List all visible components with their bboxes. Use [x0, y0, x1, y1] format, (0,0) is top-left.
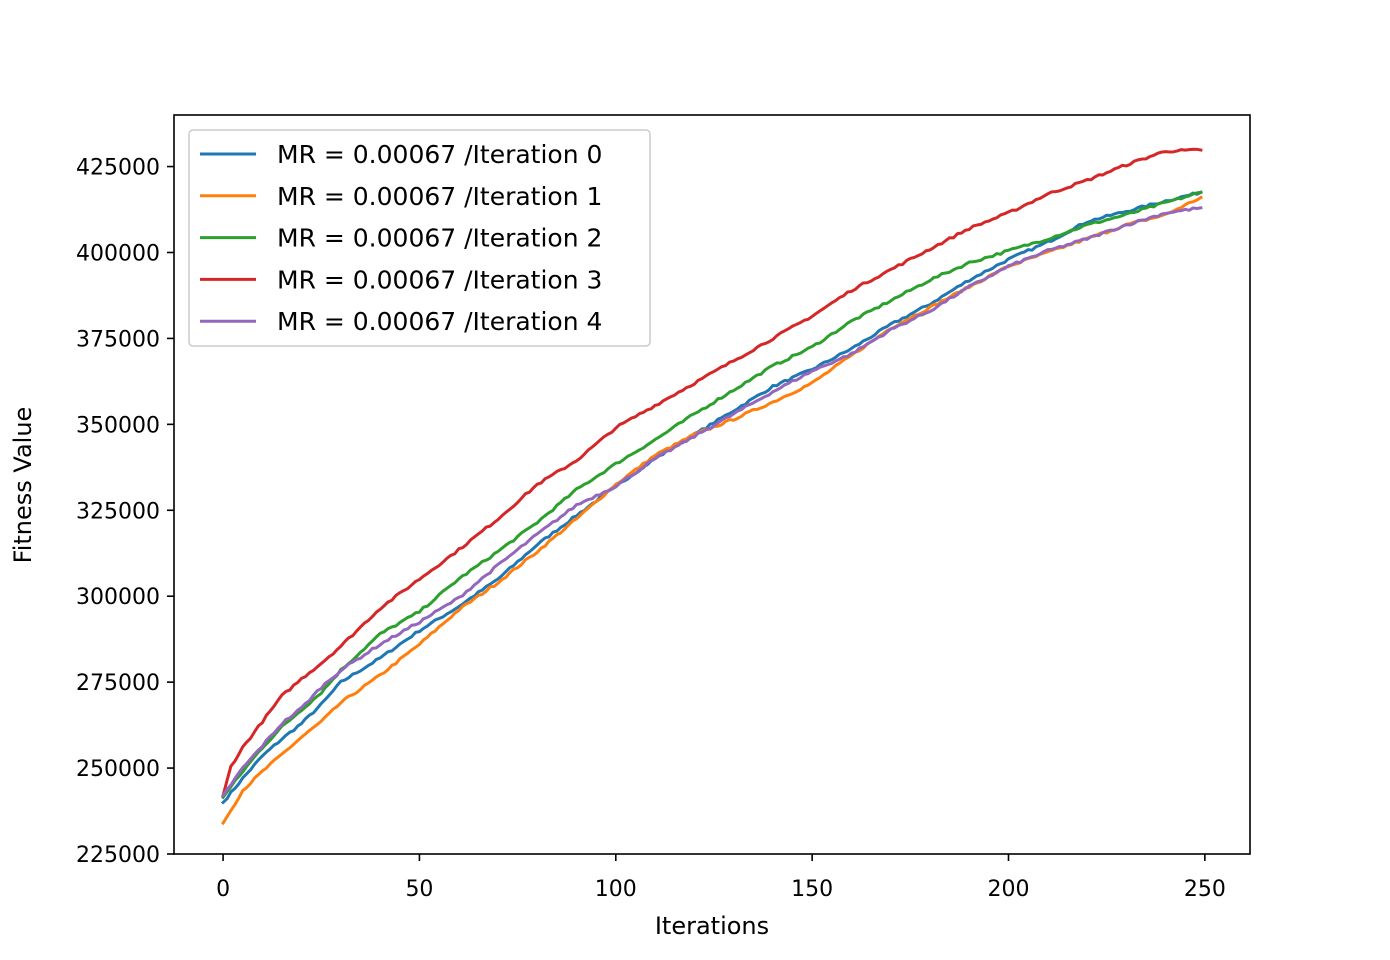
y-tick-label: 275000 — [76, 671, 160, 696]
y-tick-label: 225000 — [76, 843, 160, 868]
legend: MR = 0.00067 /Iteration 0 MR = 0.00067 /I… — [188, 129, 651, 347]
y-tick-label: 250000 — [76, 757, 160, 782]
x-tick-label: 150 — [791, 877, 833, 902]
legend-label-1: MR = 0.00067 /Iteration 1 — [277, 182, 602, 211]
y-tick-label: 350000 — [76, 413, 160, 438]
y-tick-label: 425000 — [76, 156, 160, 181]
legend-label-3: MR = 0.00067 /Iteration 3 — [277, 265, 602, 294]
legend-box — [188, 129, 651, 347]
series-line-0 — [220, 190, 1203, 805]
y-tick-label: 375000 — [76, 327, 160, 352]
y-tick-label: 300000 — [76, 585, 160, 610]
y-axis-ticks: 225000 250000 275000 300000 325000 350000 3750… — [76, 156, 174, 868]
series-line-4 — [221, 206, 1203, 798]
series-line-3 — [221, 147, 1203, 798]
series-line-2 — [220, 190, 1203, 800]
x-tick-label: 100 — [595, 877, 637, 902]
plot-frame — [173, 114, 1251, 855]
y-tick-label: 325000 — [76, 499, 160, 524]
legend-entries: MR = 0.00067 /Iteration 0 MR = 0.00067 /I… — [200, 140, 602, 336]
legend-label-0: MR = 0.00067 /Iteration 0 — [277, 140, 602, 169]
series-layer — [220, 147, 1203, 826]
legend-label-4: MR = 0.00067 /Iteration 4 — [277, 307, 602, 336]
x-tick-label: 250 — [1184, 877, 1226, 902]
x-axis-label: Iterations — [655, 912, 769, 940]
y-tick-label: 400000 — [76, 241, 160, 266]
legend-label-2: MR = 0.00067 /Iteration 2 — [277, 224, 602, 253]
y-axis-label: Fitness Value — [9, 407, 37, 564]
x-tick-label: 50 — [405, 877, 433, 902]
x-axis-ticks: 0 50 100 150 200 250 — [216, 854, 1226, 902]
x-tick-label: 0 — [216, 877, 230, 902]
x-tick-label: 200 — [987, 877, 1029, 902]
